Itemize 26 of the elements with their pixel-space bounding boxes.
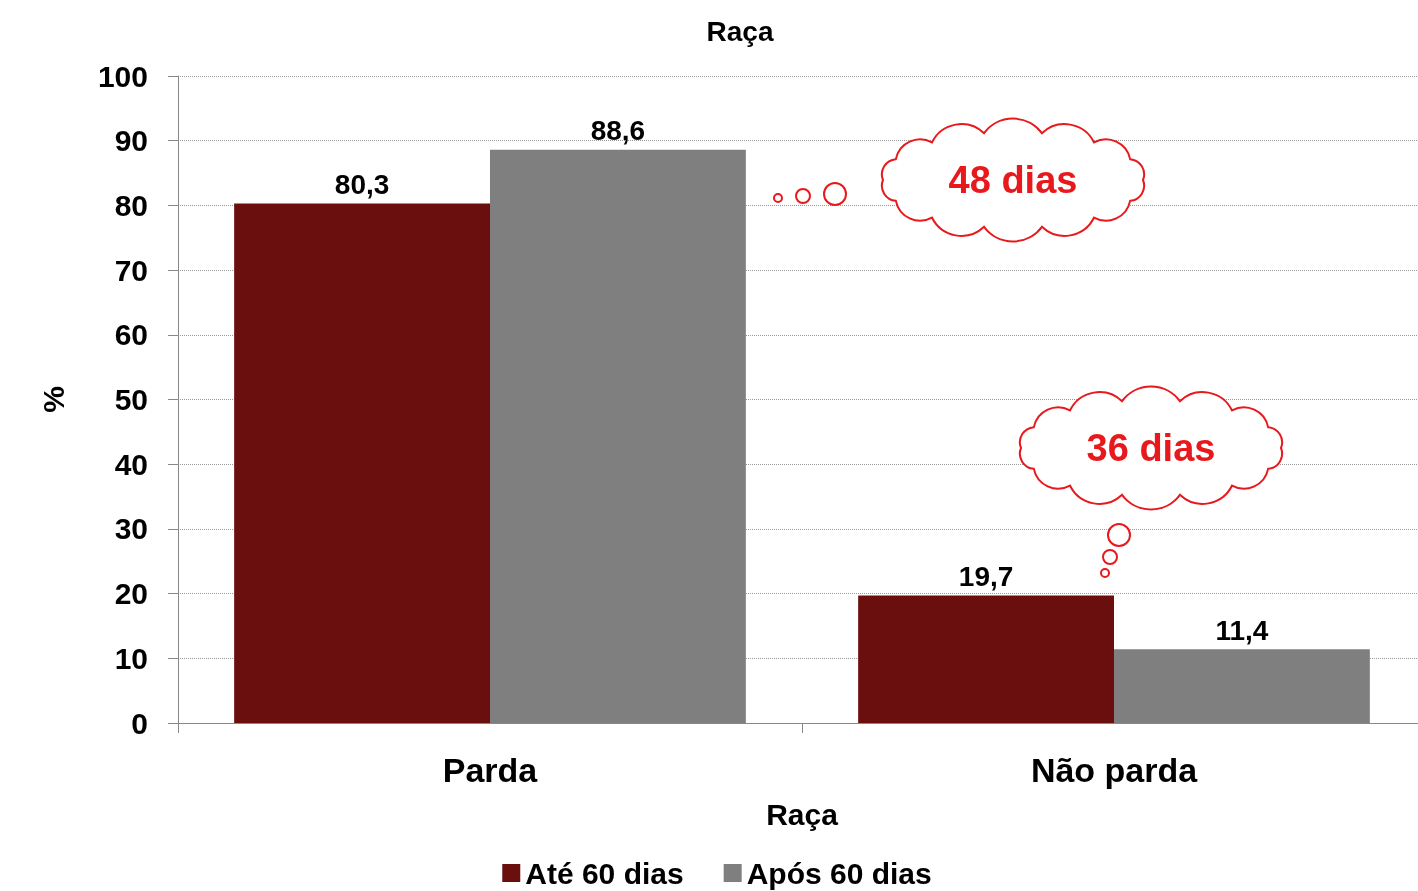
x-axis-title: Raça [766, 797, 839, 831]
y-tick-label: 50 [114, 383, 148, 416]
y-axis-title: % [36, 386, 70, 413]
y-tick-label: 90 [114, 124, 148, 158]
x-tick-label: Não parda [1030, 751, 1199, 789]
y-tick-label: 10 [114, 641, 148, 675]
data-label: 80,3 [334, 168, 390, 200]
data-label: 88,6 [590, 115, 646, 147]
y-tick-label: 40 [114, 447, 148, 481]
y-tick-label: 30 [114, 512, 148, 546]
bar [858, 595, 1114, 723]
annotation: 36 dias [1085, 426, 1217, 470]
legend-label: Até 60 dias [525, 856, 684, 890]
y-tick-label: 0 [131, 706, 148, 740]
chart-title: Raça [706, 15, 774, 47]
x-tick-label: Parda [442, 751, 539, 789]
bar [234, 203, 490, 723]
annotation: 48 dias [947, 158, 1079, 202]
legend-label: Após 60 dias [746, 856, 932, 890]
y-tick-label: 20 [114, 577, 148, 611]
y-tick-label: 100 [97, 59, 148, 93]
y-tick-label: 70 [114, 253, 148, 287]
y-tick-label: 60 [114, 318, 148, 352]
y-tick-label: 80 [114, 188, 148, 222]
data-label: 11,4 [1215, 614, 1269, 646]
data-label: 19,7 [958, 561, 1014, 593]
